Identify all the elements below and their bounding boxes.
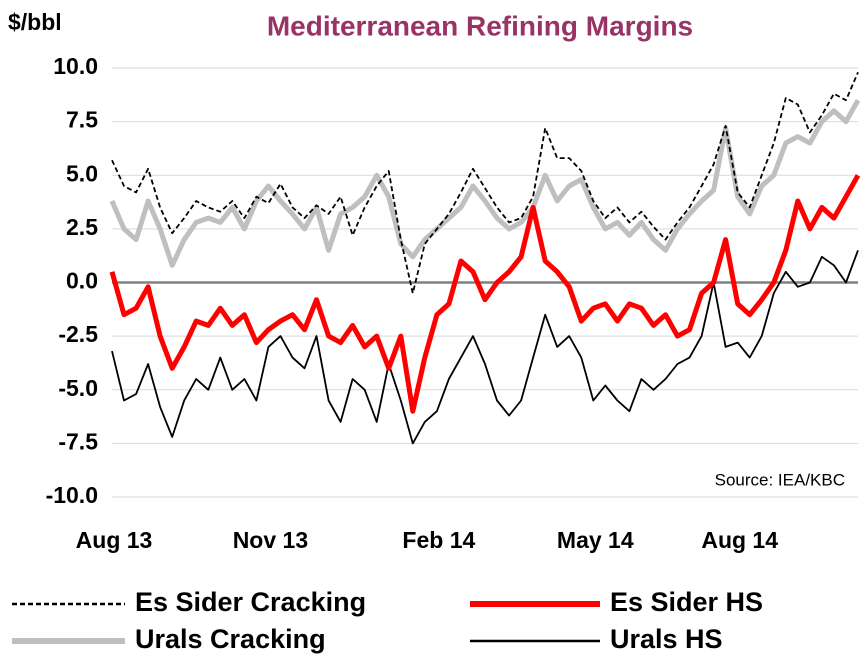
y-tick-label: -7.5 <box>58 428 98 454</box>
y-tick-label: 7.5 <box>66 107 98 133</box>
y-tick-label: 0.0 <box>66 268 98 294</box>
x-tick-label: Feb 14 <box>402 527 475 553</box>
chart-title: Mediterranean Refining Margins <box>267 10 693 41</box>
y-tick-label: -10.0 <box>46 482 98 508</box>
y-tick-label: 2.5 <box>66 214 98 240</box>
x-tick-label: Aug 14 <box>701 527 778 553</box>
legend-label: Urals Cracking <box>135 624 326 654</box>
x-tick-label: May 14 <box>557 527 634 553</box>
y-tick-label: -5.0 <box>58 375 98 401</box>
legend-label: Es Sider HS <box>610 587 763 617</box>
y-tick-label: 5.0 <box>66 160 98 186</box>
source-note: Source: IEA/KBC <box>715 470 845 489</box>
series-line <box>109 174 861 414</box>
series-line <box>111 71 859 295</box>
y-axis-label: $/bbl <box>8 9 62 35</box>
series-line <box>109 98 861 268</box>
series-line <box>111 249 859 445</box>
y-tick-label: -2.5 <box>58 321 98 347</box>
x-tick-label: Aug 13 <box>76 527 153 553</box>
x-tick-label: Nov 13 <box>233 527 308 553</box>
y-tick-label: 10.0 <box>53 53 98 79</box>
legend-label: Es Sider Cracking <box>135 587 366 617</box>
legend-label: Urals HS <box>610 624 723 654</box>
